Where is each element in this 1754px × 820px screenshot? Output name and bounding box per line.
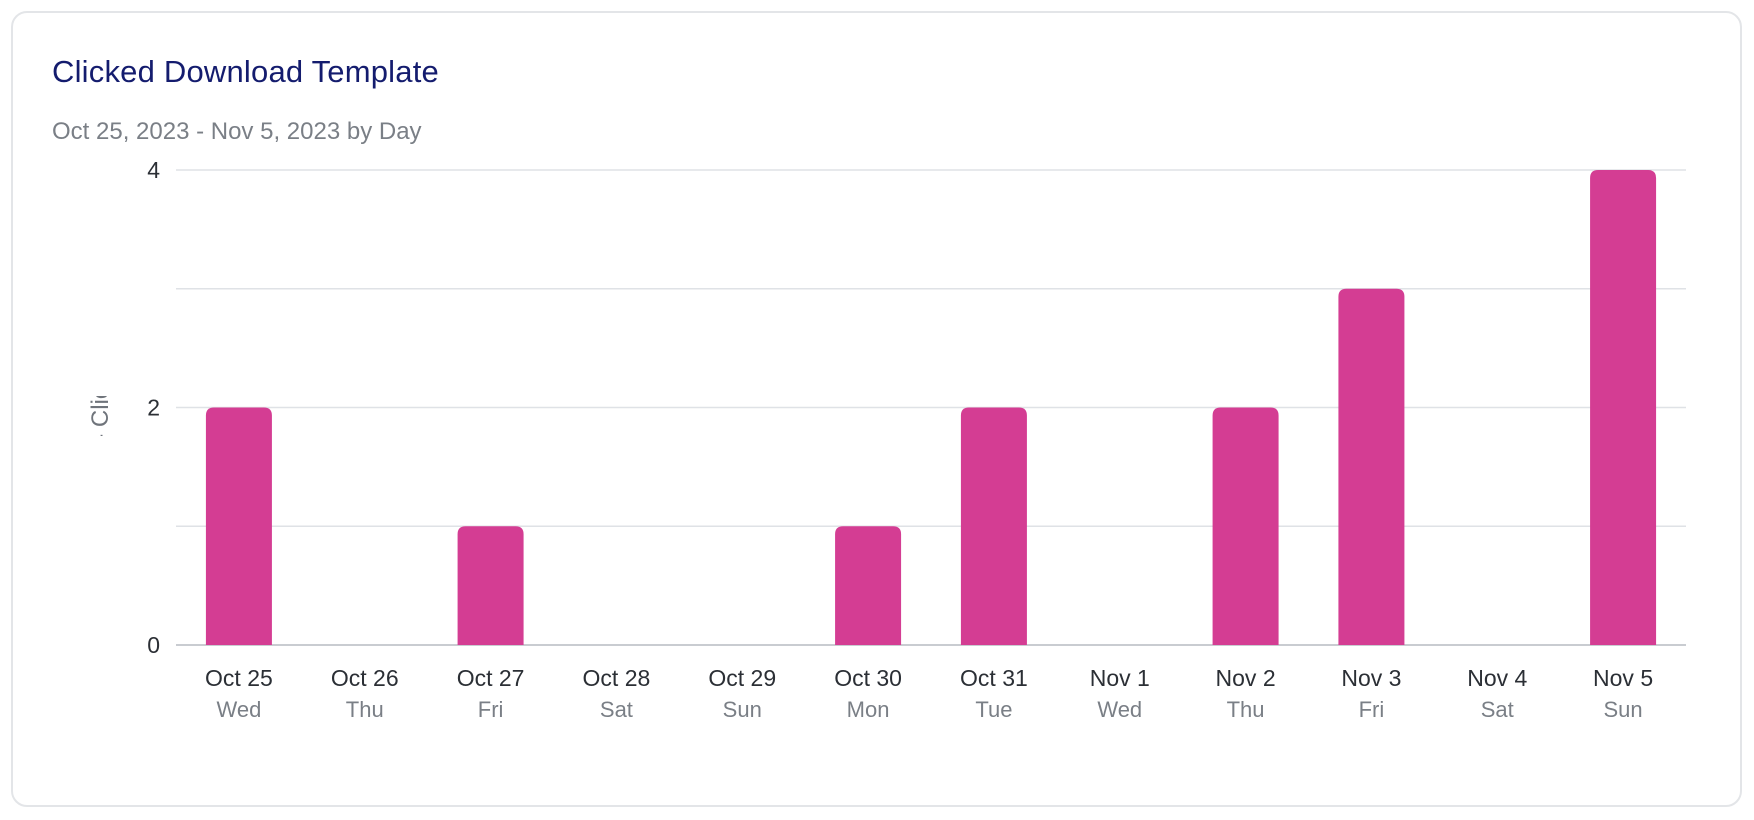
x-tick-label: Nov 2 [1216,665,1276,691]
bar[interactable] [1338,288,1405,645]
x-tick-label: Oct 26 [331,665,399,691]
x-tick-label: Nov 4 [1467,665,1527,691]
x-tick-weekday: Wed [1097,697,1142,722]
bar[interactable] [205,407,272,646]
y-tick-label: 0 [147,632,160,658]
x-tick-label: Oct 27 [457,665,525,691]
x-tick-weekday: Mon [847,697,890,722]
bar[interactable] [1590,170,1657,645]
x-tick-label: Oct 30 [834,665,902,691]
x-tick-label: Nov 5 [1593,665,1653,691]
y-tick-label: 4 [147,157,160,183]
bar[interactable] [1212,407,1279,646]
y-axis-ticks: 0 2 4 [147,157,160,658]
x-tick-weekday: Fri [478,697,504,722]
x-tick-weekday: Sat [600,697,633,722]
x-tick-label: Nov 3 [1341,665,1401,691]
y-tick-label: 2 [147,395,160,421]
x-tick-weekday: Thu [346,697,384,722]
x-tick-weekday: Wed [216,697,261,722]
x-tick-weekday: Thu [1227,697,1265,722]
x-axis-ticks: Oct 25 Wed Oct 26 Thu Oct 27 Fri Oct 28 Sat Oct … [205,665,1653,722]
x-tick-label: Nov 1 [1090,665,1150,691]
y-axis-label: Client - Payroll BVC - Clicked - Downloa… [87,155,114,660]
bar[interactable] [835,526,902,645]
x-tick-weekday: Tue [975,697,1012,722]
x-tick-label: Oct 31 [960,665,1028,691]
x-tick-weekday: Sun [723,697,762,722]
x-tick-label: Oct 25 [205,665,273,691]
x-tick-weekday: Fri [1359,697,1385,722]
bar[interactable] [960,407,1027,646]
chart-title[interactable]: Clicked Download Template [52,54,439,89]
x-tick-weekday: Sun [1604,697,1643,722]
chart-subtitle: Oct 25, 2023 - Nov 5, 2023 by Day [52,118,422,145]
bar[interactable] [457,526,524,645]
x-tick-weekday: Sat [1481,697,1514,722]
bars [205,170,1657,646]
x-tick-label: Oct 28 [583,665,651,691]
chart-card [11,11,1742,807]
gridlines [176,169,1686,646]
x-tick-label: Oct 29 [708,665,776,691]
